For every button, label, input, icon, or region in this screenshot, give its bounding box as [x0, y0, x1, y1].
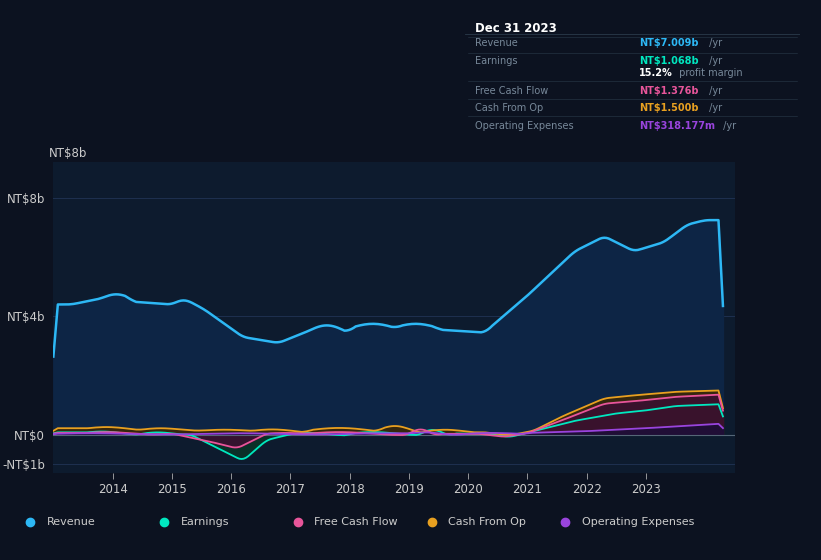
- Text: /yr: /yr: [720, 121, 736, 130]
- Text: /yr: /yr: [705, 56, 722, 66]
- Text: NT$8b: NT$8b: [49, 147, 88, 160]
- Text: Free Cash Flow: Free Cash Flow: [314, 517, 398, 527]
- Text: NT$1.500b: NT$1.500b: [640, 103, 699, 113]
- Text: Operating Expenses: Operating Expenses: [582, 517, 695, 527]
- Text: Free Cash Flow: Free Cash Flow: [475, 86, 548, 96]
- Text: NT$1.068b: NT$1.068b: [640, 56, 699, 66]
- Text: Cash From Op: Cash From Op: [448, 517, 526, 527]
- Text: Operating Expenses: Operating Expenses: [475, 121, 574, 130]
- Text: Dec 31 2023: Dec 31 2023: [475, 22, 557, 35]
- Text: Revenue: Revenue: [475, 38, 518, 48]
- Text: NT$1.376b: NT$1.376b: [640, 86, 699, 96]
- Text: Revenue: Revenue: [47, 517, 95, 527]
- Text: 15.2%: 15.2%: [640, 68, 673, 78]
- Text: Earnings: Earnings: [475, 56, 517, 66]
- Text: profit margin: profit margin: [676, 68, 743, 78]
- Text: Earnings: Earnings: [181, 517, 229, 527]
- Text: /yr: /yr: [705, 103, 722, 113]
- Text: /yr: /yr: [705, 38, 722, 48]
- Text: Cash From Op: Cash From Op: [475, 103, 544, 113]
- Text: /yr: /yr: [705, 86, 722, 96]
- Text: NT$7.009b: NT$7.009b: [640, 38, 699, 48]
- Text: NT$318.177m: NT$318.177m: [640, 121, 715, 130]
